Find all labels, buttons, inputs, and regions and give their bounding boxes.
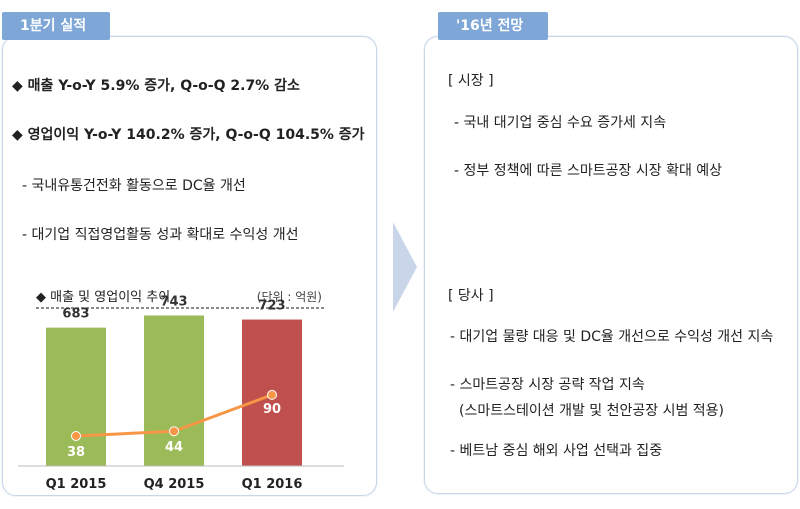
company-item-2: - 스마트공장 시장 공략 작업 지속 <box>450 377 645 393</box>
revenue-bar-label: 743 <box>160 294 187 309</box>
x-tick-label: Q1 2016 <box>242 477 303 492</box>
chevron-right-icon <box>393 222 417 312</box>
chart-title: ◆ 매출 및 영업이익 추이 <box>36 290 170 305</box>
revenue-bar <box>46 327 106 466</box>
left-bullet-1: ◆ 매출 Y-o-Y 5.9% 증가, Q-o-Q 2.7% 감소 <box>12 78 300 94</box>
left-bullet-2: ◆ 영업이익 Y-o-Y 140.2% 증가, Q-o-Q 104.5% 증가 <box>12 127 365 143</box>
right-panel <box>424 36 798 494</box>
company-item-1: - 대기업 물량 대응 및 DC율 개선으로 수익성 개선 지속 <box>450 329 774 345</box>
operating-profit-label: 38 <box>67 445 85 460</box>
left-sub-2: - 대기업 직접영업활동 성과 확대로 수익성 개선 <box>22 227 299 243</box>
company-item-3: - 베트남 중심 해외 사업 선택과 집중 <box>450 443 663 459</box>
company-item-2-note: (스마트스테이션 개발 및 천안공장 시범 적용) <box>459 403 725 419</box>
operating-profit-point <box>267 389 277 400</box>
company-header: [ 당사 ] <box>448 288 494 304</box>
market-header: [ 시장 ] <box>448 73 494 89</box>
x-tick-label: Q1 2015 <box>46 477 107 492</box>
market-item-2: - 정부 정책에 따른 스마트공장 시장 확대 예상 <box>454 163 723 179</box>
chart-unit-note: (단위 : 억원) <box>257 290 322 304</box>
operating-profit-point <box>71 430 81 441</box>
operating-profit-point <box>169 426 179 437</box>
operating-profit-label: 90 <box>263 402 281 417</box>
operating-profit-label: 44 <box>165 440 183 455</box>
revenue-bar <box>144 315 204 466</box>
bar-line-chart: ◆ 매출 및 영업이익 추이 (단위 : 억원) 683 743 723 38 44 9… <box>18 290 344 492</box>
x-tick-label: Q4 2015 <box>144 477 205 492</box>
market-item-1: - 국내 대기업 중심 수요 증가세 지속 <box>454 115 667 131</box>
revenue-bar-label: 723 <box>258 299 285 314</box>
left-sub-1: - 국내유통건전화 활동으로 DC율 개선 <box>22 178 246 194</box>
revenue-bar-label: 683 <box>62 307 89 322</box>
left-tab: 1분기 실적 <box>2 12 110 40</box>
right-tab: '16년 전망 <box>438 12 548 40</box>
